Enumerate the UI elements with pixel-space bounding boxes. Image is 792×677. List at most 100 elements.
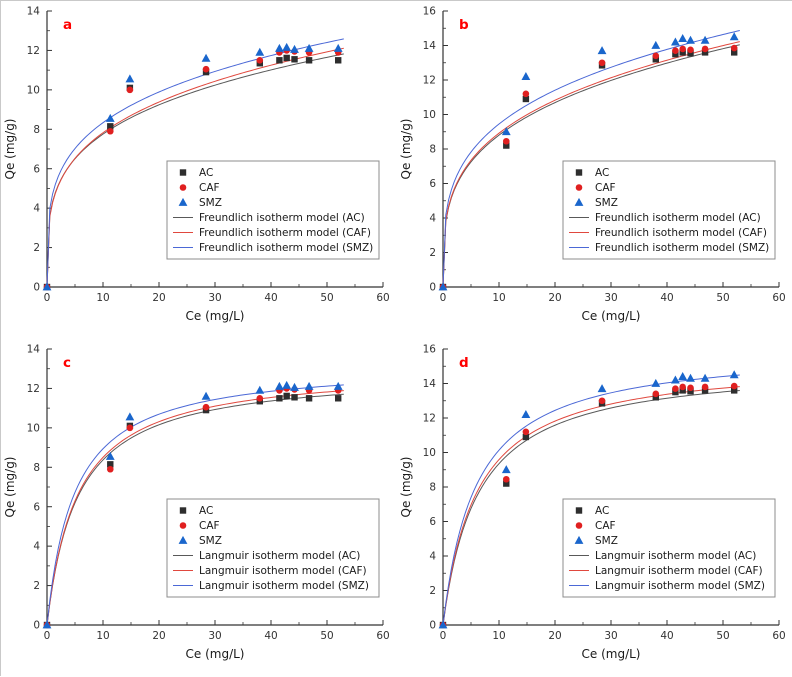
x-tick-label: 20 xyxy=(152,292,165,304)
x-tick-label: 0 xyxy=(440,292,447,304)
y-axis-label: Qe (mg/g) xyxy=(399,119,413,180)
data-point-smz xyxy=(700,35,710,44)
data-point-ac xyxy=(701,49,709,56)
y-tick-label: 2 xyxy=(429,247,436,259)
data-point-caf xyxy=(701,383,709,391)
x-tick-label: 30 xyxy=(604,292,617,304)
x-tick-label: 50 xyxy=(320,292,333,304)
data-point-smz xyxy=(42,282,52,291)
y-tick-label: 4 xyxy=(33,541,40,553)
data-point-ac xyxy=(503,480,510,487)
x-tick-label: 10 xyxy=(96,292,109,304)
legend-label: Langmuir isotherm model (CAF) xyxy=(199,565,367,577)
panel-letter: c xyxy=(63,355,71,371)
legend-marker-smz xyxy=(178,197,188,206)
data-point-caf xyxy=(672,385,679,392)
data-point-ac xyxy=(283,54,290,62)
data-point-ac xyxy=(687,50,694,57)
data-point-ac xyxy=(522,95,530,103)
legend-label: CAF xyxy=(199,520,220,532)
chart-panel-d: 0 10 20 30 40 50 60 0 2 4 6 8 10 12 14 16 Ce (mg/L) Qe (m… xyxy=(397,339,792,677)
legend-label: AC xyxy=(199,505,213,517)
data-point-ac xyxy=(305,395,313,402)
legend-label: CAF xyxy=(595,520,616,532)
legend-box xyxy=(166,498,380,598)
y-tick-label: 12 xyxy=(423,75,436,87)
data-point-smz xyxy=(125,74,135,83)
data-point-caf xyxy=(106,127,114,135)
y-tick-label: 16 xyxy=(423,344,437,356)
legend-box xyxy=(562,160,776,260)
y-tick-label: 4 xyxy=(33,203,40,215)
y-tick-label: 8 xyxy=(33,124,40,136)
legend-label: Langmuir isotherm model (SMZ) xyxy=(199,580,369,592)
x-tick-label: 50 xyxy=(716,292,729,304)
data-point-smz xyxy=(678,372,688,380)
legend-label: Freundlich isotherm model (SMZ) xyxy=(595,242,769,254)
x-tick-label: 20 xyxy=(152,630,165,642)
data-point-caf xyxy=(502,137,510,145)
x-tick-label: 10 xyxy=(492,630,505,642)
y-tick-label: 4 xyxy=(429,551,436,563)
legend-label: SMZ xyxy=(595,197,618,209)
legend-marker-smz xyxy=(574,535,584,544)
legend-marker-caf xyxy=(575,184,583,191)
data-point-smz xyxy=(700,373,710,382)
data-point-ac xyxy=(283,392,290,400)
data-point-smz xyxy=(729,32,739,41)
legend-marker-ac xyxy=(575,507,583,514)
data-point-caf xyxy=(687,384,694,392)
x-tick-label: 10 xyxy=(492,292,505,304)
y-tick-label: 10 xyxy=(423,109,436,121)
legend-label: Freundlich isotherm model (SMZ) xyxy=(199,242,373,254)
x-tick-label: 60 xyxy=(772,630,785,642)
x-axis-label: Ce (mg/L) xyxy=(186,647,245,661)
fit-curve-freundlich-isotherm-model-ac- xyxy=(442,44,740,288)
data-point-smz xyxy=(501,127,511,136)
x-axis-label: Ce (mg/L) xyxy=(582,309,641,323)
y-axis-label: Qe (mg/g) xyxy=(3,457,17,518)
y-tick-label: 2 xyxy=(33,242,40,254)
legend-box xyxy=(166,160,380,260)
y-tick-label: 10 xyxy=(423,447,436,459)
legend-marker-smz xyxy=(178,535,188,544)
data-point-caf xyxy=(106,465,114,473)
legend-label: SMZ xyxy=(595,535,618,547)
data-point-smz xyxy=(333,43,343,52)
y-tick-label: 8 xyxy=(429,482,436,494)
data-point-caf xyxy=(126,86,134,94)
data-point-smz xyxy=(201,53,211,62)
chart-panel-a: 0 10 20 30 40 50 60 0 2 4 6 8 10 12 14 Ce (mg/L) Qe (mg/… xyxy=(1,1,397,339)
y-tick-label: 14 xyxy=(423,40,437,52)
x-tick-label: 50 xyxy=(716,630,729,642)
data-point-ac xyxy=(335,395,342,402)
data-point-smz xyxy=(304,381,314,390)
data-point-ac xyxy=(291,394,298,401)
x-tick-label: 0 xyxy=(440,630,447,642)
x-tick-label: 20 xyxy=(548,630,561,642)
legend-label: Freundlich isotherm model (CAF) xyxy=(595,227,767,239)
legend-marker-ac xyxy=(179,169,187,176)
data-point-ac xyxy=(672,388,679,396)
data-point-smz xyxy=(597,46,607,55)
fit-curve-langmuir-isotherm-model-ac- xyxy=(442,389,740,626)
data-point-ac xyxy=(305,57,313,64)
x-tick-label: 60 xyxy=(772,292,785,304)
legend-label: AC xyxy=(595,505,609,517)
fit-curve-freundlich-isotherm-model-ac- xyxy=(46,53,344,288)
data-point-smz xyxy=(671,375,680,384)
data-point-smz xyxy=(438,620,448,629)
y-tick-label: 6 xyxy=(429,516,436,528)
data-point-ac xyxy=(679,387,686,394)
data-point-caf xyxy=(522,428,530,436)
chart-panel-c: 0 10 20 30 40 50 60 0 2 4 6 8 10 12 14 Ce (mg/L) Qe (mg/… xyxy=(1,339,397,677)
y-tick-label: 0 xyxy=(33,620,40,632)
data-point-caf xyxy=(202,403,210,411)
data-point-smz xyxy=(275,381,284,390)
x-tick-label: 30 xyxy=(208,630,221,642)
legend-label: Freundlich isotherm model (AC) xyxy=(595,212,761,224)
legend-marker-ac xyxy=(575,169,583,176)
x-axis-label: Ce (mg/L) xyxy=(186,309,245,323)
data-point-smz xyxy=(105,451,115,460)
